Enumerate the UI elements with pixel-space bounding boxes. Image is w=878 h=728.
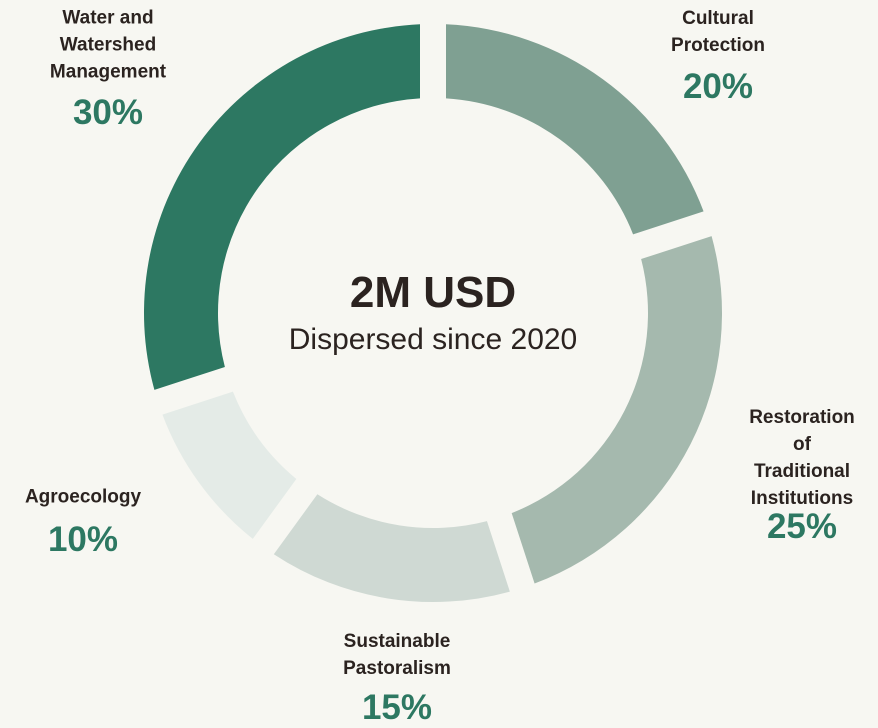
segment-label: Sustainable Pastoralism: [343, 631, 451, 679]
segment-value-label: 20%: [682, 67, 754, 106]
segment-label: Restoration of Traditional Institutions: [749, 407, 855, 509]
donut-segment: [511, 236, 722, 584]
donut-segment: [273, 494, 510, 603]
segment-value-label: 10%: [47, 520, 119, 559]
segment-value-label: 25%: [766, 507, 838, 546]
center-title: 2M USD: [349, 268, 517, 317]
segment-value-label: 15%: [361, 688, 433, 727]
segment-value-label: 30%: [72, 93, 144, 132]
donut-segment: [446, 24, 704, 235]
segment-label: Water and Watershed Management: [49, 7, 167, 83]
center-subtitle: Dispersed since 2020: [288, 323, 578, 356]
segment-label: Cultural Protection: [671, 8, 765, 56]
donut-segment: [144, 24, 421, 390]
donut-segment: [162, 391, 297, 539]
segment-label: Agroecology: [24, 486, 142, 508]
